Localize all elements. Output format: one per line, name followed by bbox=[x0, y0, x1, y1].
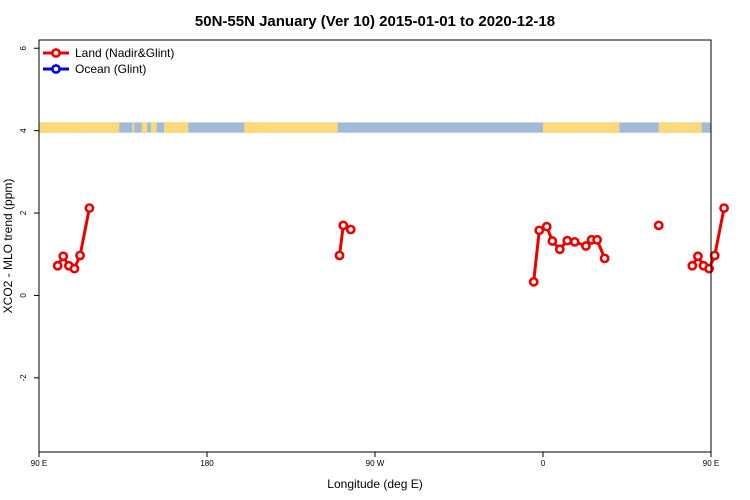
x-tick-label: 90 W bbox=[366, 459, 385, 468]
legend-label: Ocean (Glint) bbox=[75, 62, 146, 76]
legend-swatch-marker bbox=[51, 64, 61, 74]
y-axis-label: XCO2 - MLO trend (ppm) bbox=[1, 179, 15, 314]
land-band-segment bbox=[39, 122, 75, 133]
x-axis-ticks: 90 E 180 90 W 0 90 E bbox=[31, 452, 719, 468]
data-point bbox=[528, 276, 539, 287]
ocean-band bbox=[39, 122, 711, 133]
y-tick-label: 0 bbox=[19, 293, 28, 298]
data-point bbox=[693, 251, 703, 262]
land-band-segment bbox=[244, 122, 338, 133]
data-point bbox=[541, 221, 552, 232]
data-point bbox=[338, 220, 349, 231]
land-band-segment bbox=[557, 122, 620, 133]
data-point bbox=[569, 236, 580, 247]
data-point bbox=[709, 250, 720, 261]
land-ocean-band bbox=[39, 122, 711, 133]
y-tick-label: 2 bbox=[19, 210, 28, 215]
data-point bbox=[534, 225, 545, 236]
chart-title: 50N-55N January (Ver 10) 2015-01-01 to 2… bbox=[195, 13, 555, 30]
series-line bbox=[532, 225, 606, 283]
y-tick-label: 4 bbox=[19, 128, 28, 133]
data-point bbox=[547, 236, 558, 246]
y-tick-label: 6 bbox=[19, 45, 28, 50]
legend: Land (Nadir&Glint) Ocean (Glint) bbox=[43, 46, 174, 76]
data-point bbox=[334, 250, 345, 261]
x-tick-label: 180 bbox=[200, 459, 214, 468]
plot-frame bbox=[38, 39, 712, 453]
data-point bbox=[653, 220, 664, 231]
legend-label: Land (Nadir&Glint) bbox=[75, 46, 174, 60]
x-axis-label: Longitude (deg E) bbox=[327, 477, 422, 491]
land-band-segment bbox=[164, 122, 189, 133]
data-point bbox=[52, 260, 63, 271]
y-tick-label: -2 bbox=[19, 374, 28, 382]
data-point bbox=[554, 244, 565, 255]
land-band-segment bbox=[244, 122, 262, 133]
x-tick-label: 90 E bbox=[31, 459, 47, 468]
data-point bbox=[581, 241, 591, 251]
data-point bbox=[704, 263, 715, 274]
data-point bbox=[69, 263, 80, 274]
land-band-segment bbox=[132, 122, 135, 133]
data-point bbox=[84, 203, 95, 213]
x-tick-label: 90 E bbox=[703, 459, 719, 468]
y-axis-ticks: -2 0 2 4 6 bbox=[19, 45, 39, 381]
land-band-segment bbox=[151, 122, 157, 133]
data-point bbox=[58, 251, 69, 262]
data-point bbox=[75, 250, 85, 261]
land-band-segment bbox=[658, 122, 702, 133]
data-point bbox=[592, 234, 603, 245]
land-band-segment bbox=[39, 122, 120, 133]
data-point bbox=[345, 224, 356, 235]
land-band-segment bbox=[543, 122, 564, 133]
data-point bbox=[562, 235, 573, 246]
data-series bbox=[52, 203, 729, 287]
x-tick-label: 0 bbox=[541, 459, 546, 468]
data-point bbox=[719, 203, 729, 213]
data-point bbox=[687, 260, 698, 271]
legend-swatch-marker bbox=[51, 48, 61, 58]
data-point bbox=[599, 253, 610, 264]
land-band-segment bbox=[141, 122, 148, 133]
